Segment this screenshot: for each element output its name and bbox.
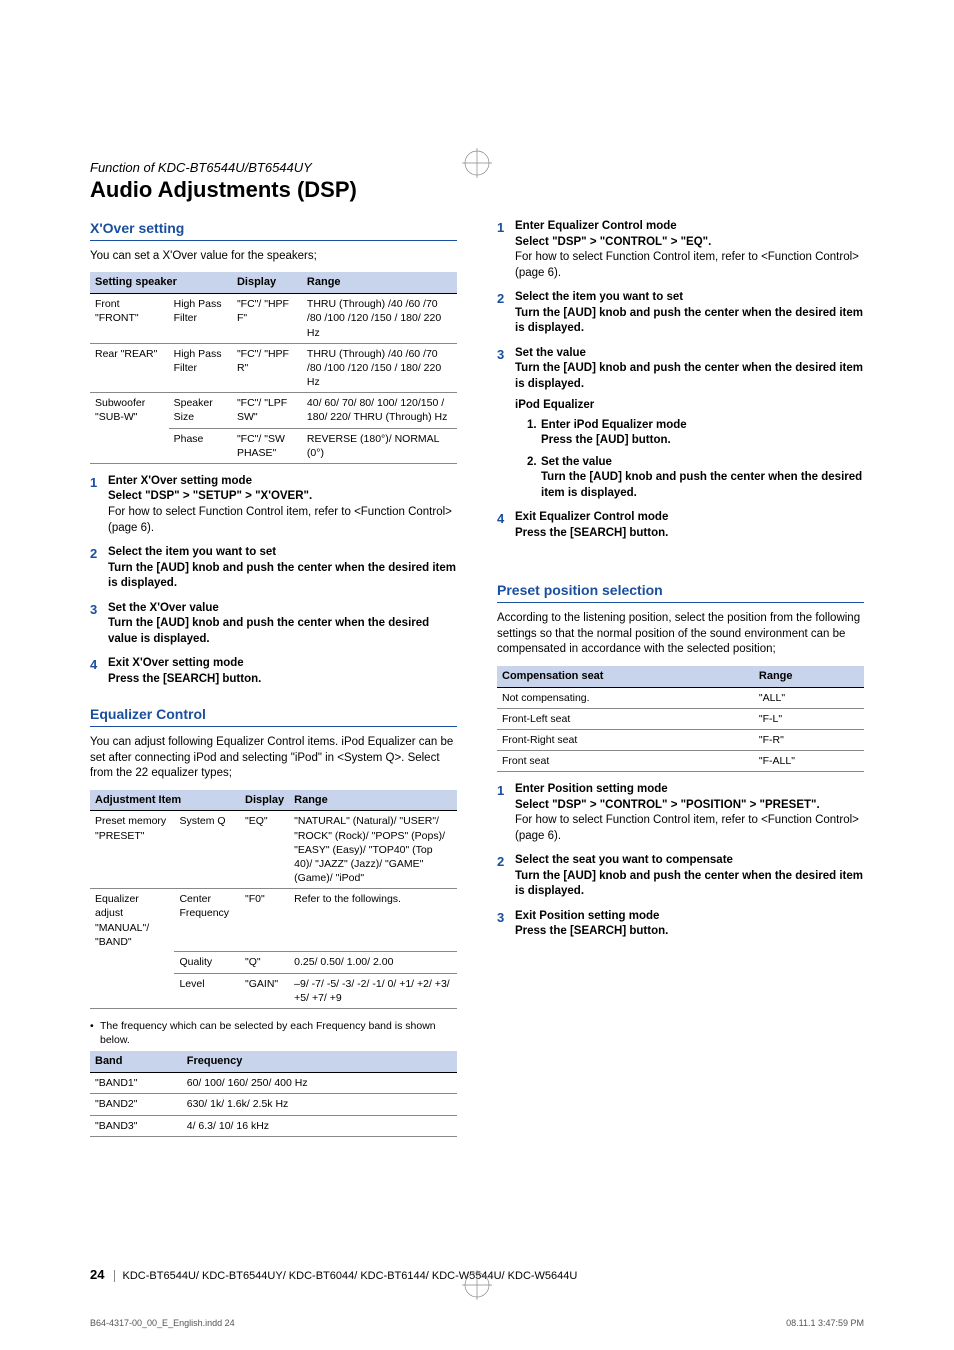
preset-steps: 1 Enter Position setting mode Select "DS… — [497, 782, 864, 940]
xover-table: Setting speaker Display Range Front "FRO… — [90, 272, 457, 464]
step: 4 Exit Equalizer Control mode Press the … — [497, 510, 864, 541]
step: 3 Set the X'Over value Turn the [AUD] kn… — [90, 601, 457, 648]
xover-heading: X'Over setting — [90, 219, 457, 241]
crop-mark-bottom — [462, 1270, 492, 1300]
preset-table: Compensation seat Range Not compensating… — [497, 666, 864, 773]
table-row: Not compensating."ALL" — [497, 687, 864, 708]
step: 2 Select the item you want to set Turn t… — [90, 545, 457, 592]
print-meta-right: 08.11.1 3:47:59 PM — [786, 1318, 864, 1328]
table-row: Phase "FC"/ "SW PHASE" REVERSE (180°)/ N… — [90, 428, 457, 463]
step: 3 Exit Position setting mode Press the [… — [497, 909, 864, 940]
step: 1 Enter X'Over setting mode Select "DSP"… — [90, 474, 457, 536]
step: 1 Enter Equalizer Control mode Select "D… — [497, 219, 864, 281]
eq-heading: Equalizer Control — [90, 705, 457, 727]
table-row: Level "GAIN" –9/ -7/ -5/ -3/ -2/ -1/ 0/ … — [90, 973, 457, 1008]
th-range: Range — [302, 272, 457, 293]
step-body: For how to select Function Control item,… — [108, 505, 457, 536]
step-number: 1 — [90, 474, 97, 492]
step: 4 Exit X'Over setting mode Press the [SE… — [90, 656, 457, 687]
step: 2 Select the seat you want to compensate… — [497, 853, 864, 900]
th-setting-speaker: Setting speaker — [90, 272, 232, 293]
footer-models: KDC-BT6544U/ KDC-BT6544UY/ KDC-BT6044/ K… — [114, 1270, 578, 1282]
table-row: Front "FRONT" High Pass Filter "FC"/ "HP… — [90, 294, 457, 344]
band-table: Band Frequency "BAND1"60/ 100/ 160/ 250/… — [90, 1051, 457, 1136]
substep: 2. Set the value Turn the [AUD] knob and… — [527, 455, 864, 502]
crop-mark-top — [462, 148, 492, 178]
th-display: Display — [232, 272, 302, 293]
step: 3 Set the value Turn the [AUD] knob and … — [497, 346, 864, 502]
table-row: Subwoofer "SUB-W" Speaker Size "FC"/ "LP… — [90, 393, 457, 428]
step: 1 Enter Position setting mode Select "DS… — [497, 782, 864, 844]
table-row: Rear "REAR" High Pass Filter "FC"/ "HPF … — [90, 343, 457, 393]
eq-intro: You can adjust following Equalizer Contr… — [90, 735, 457, 782]
xover-intro: You can set a X'Over value for the speak… — [90, 249, 457, 265]
table-row: Front-Right seat"F-R" — [497, 729, 864, 750]
step: 2 Select the item you want to set Turn t… — [497, 290, 864, 337]
table-row: Quality "Q" 0.25/ 0.50/ 1.00/ 2.00 — [90, 952, 457, 973]
table-row: "BAND3"4/ 6.3/ 10/ 16 kHz — [90, 1115, 457, 1136]
preset-intro: According to the listening position, sel… — [497, 611, 864, 658]
substep: 1. Enter iPod Equalizer mode Press the [… — [527, 418, 864, 449]
step-bold: Select "DSP" > "SETUP" > "X'OVER". — [108, 489, 457, 505]
table-row: Equalizer adjust "MANUAL"/ "BAND" Center… — [90, 889, 457, 952]
eq-table: Adjustment Item Display Range Preset mem… — [90, 790, 457, 1009]
ipod-heading: iPod Equalizer — [515, 398, 864, 414]
ipod-substeps: 1. Enter iPod Equalizer mode Press the [… — [515, 418, 864, 502]
eq-steps: 1 Enter Equalizer Control mode Select "D… — [497, 219, 864, 541]
table-row: Preset memory "PRESET" System Q "EQ" "NA… — [90, 811, 457, 889]
table-row: Front seat"F-ALL" — [497, 751, 864, 772]
page-footer: 24 KDC-BT6544U/ KDC-BT6544UY/ KDC-BT6044… — [90, 1267, 577, 1282]
print-meta-left: B64-4317-00_00_E_English.indd 24 — [90, 1318, 235, 1328]
page-number: 24 — [90, 1267, 104, 1282]
eq-note: The frequency which can be selected by e… — [90, 1019, 457, 1047]
page-title: Audio Adjustments (DSP) — [90, 177, 864, 203]
step-title: Enter X'Over setting mode — [108, 474, 457, 490]
table-row: "BAND2"630/ 1k/ 1.6k/ 2.5k Hz — [90, 1094, 457, 1115]
xover-steps: 1 Enter X'Over setting mode Select "DSP"… — [90, 474, 457, 687]
table-row: "BAND1"60/ 100/ 160/ 250/ 400 Hz — [90, 1073, 457, 1094]
table-row: Front-Left seat"F-L" — [497, 708, 864, 729]
preset-heading: Preset position selection — [497, 581, 864, 603]
